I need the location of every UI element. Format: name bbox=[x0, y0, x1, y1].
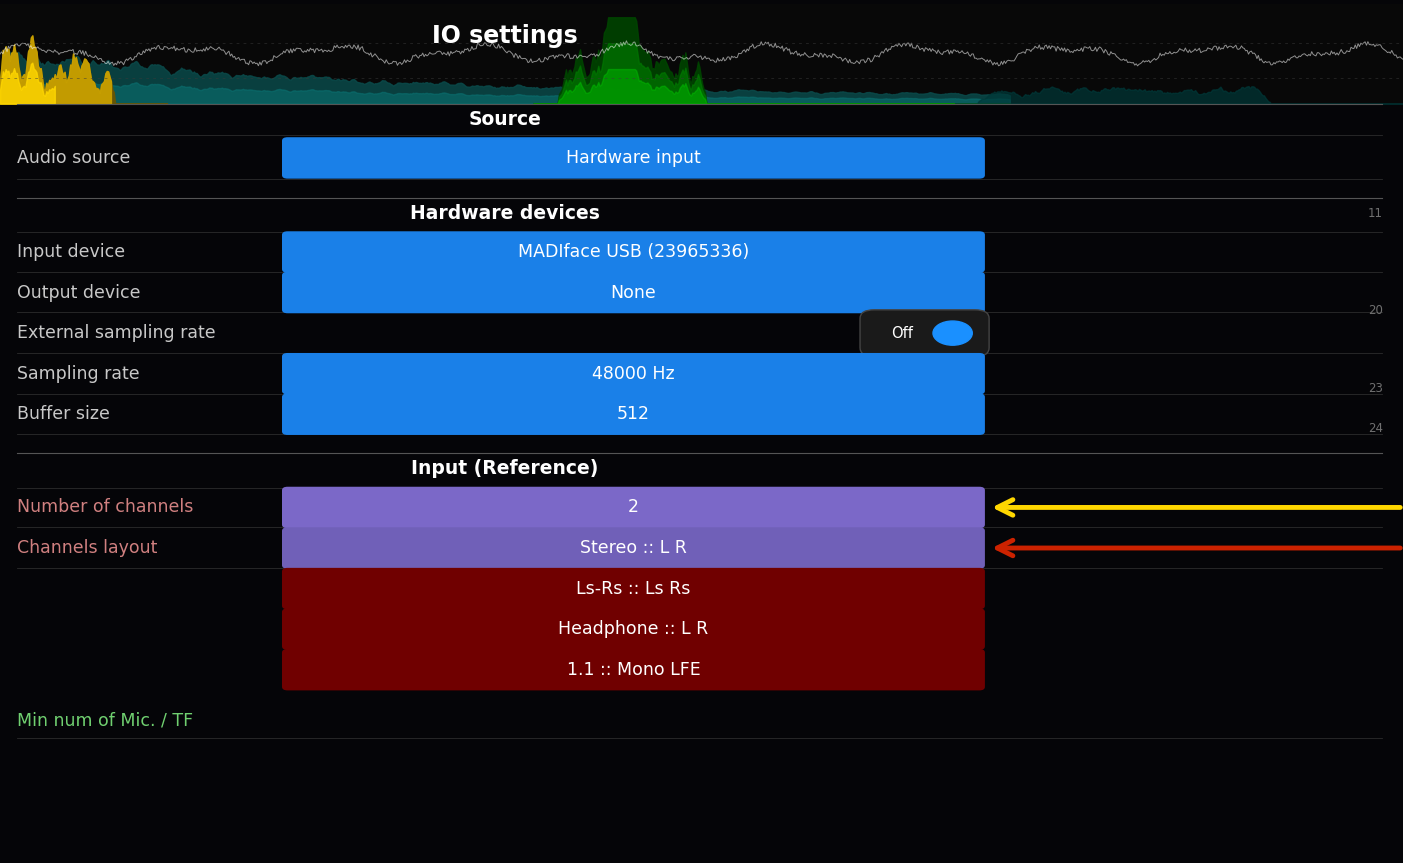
Text: Min num of Mic. / TF: Min num of Mic. / TF bbox=[17, 712, 194, 729]
Text: 512: 512 bbox=[617, 406, 650, 423]
FancyBboxPatch shape bbox=[282, 649, 985, 690]
Circle shape bbox=[933, 321, 972, 345]
Text: 2: 2 bbox=[629, 499, 638, 516]
FancyBboxPatch shape bbox=[282, 487, 985, 528]
Text: Channels layout: Channels layout bbox=[17, 539, 157, 557]
Text: MADIface USB (23965336): MADIface USB (23965336) bbox=[518, 243, 749, 261]
FancyBboxPatch shape bbox=[282, 394, 985, 435]
FancyBboxPatch shape bbox=[282, 568, 985, 609]
FancyBboxPatch shape bbox=[860, 310, 989, 356]
Text: Ls-Rs :: Ls Rs: Ls-Rs :: Ls Rs bbox=[577, 580, 690, 597]
Text: 48000 Hz: 48000 Hz bbox=[592, 365, 675, 382]
Text: Source: Source bbox=[469, 110, 542, 129]
Text: None: None bbox=[610, 284, 657, 301]
FancyBboxPatch shape bbox=[282, 608, 985, 650]
FancyBboxPatch shape bbox=[282, 137, 985, 179]
Text: 24: 24 bbox=[1368, 422, 1383, 436]
FancyBboxPatch shape bbox=[282, 527, 985, 569]
Text: Stereo :: L R: Stereo :: L R bbox=[579, 539, 687, 557]
Text: Buffer size: Buffer size bbox=[17, 406, 109, 423]
Text: Input (Reference): Input (Reference) bbox=[411, 459, 599, 478]
Text: IO settings: IO settings bbox=[432, 24, 578, 48]
FancyBboxPatch shape bbox=[282, 272, 985, 313]
Text: Headphone :: L R: Headphone :: L R bbox=[558, 620, 709, 638]
FancyBboxPatch shape bbox=[282, 231, 985, 273]
Text: Hardware input: Hardware input bbox=[565, 149, 702, 167]
Text: 1.1 :: Mono LFE: 1.1 :: Mono LFE bbox=[567, 661, 700, 678]
Text: Off: Off bbox=[891, 325, 913, 341]
Text: Audio source: Audio source bbox=[17, 149, 130, 167]
Text: 11: 11 bbox=[1368, 206, 1383, 220]
Text: Hardware devices: Hardware devices bbox=[410, 204, 600, 223]
Text: 20: 20 bbox=[1368, 304, 1383, 318]
Text: Number of channels: Number of channels bbox=[17, 499, 194, 516]
Text: Output device: Output device bbox=[17, 284, 140, 301]
FancyBboxPatch shape bbox=[0, 4, 1403, 104]
Text: External sampling rate: External sampling rate bbox=[17, 324, 216, 342]
Text: Sampling rate: Sampling rate bbox=[17, 365, 139, 382]
Text: Input device: Input device bbox=[17, 243, 125, 261]
FancyBboxPatch shape bbox=[282, 353, 985, 394]
Text: 23: 23 bbox=[1368, 381, 1383, 395]
